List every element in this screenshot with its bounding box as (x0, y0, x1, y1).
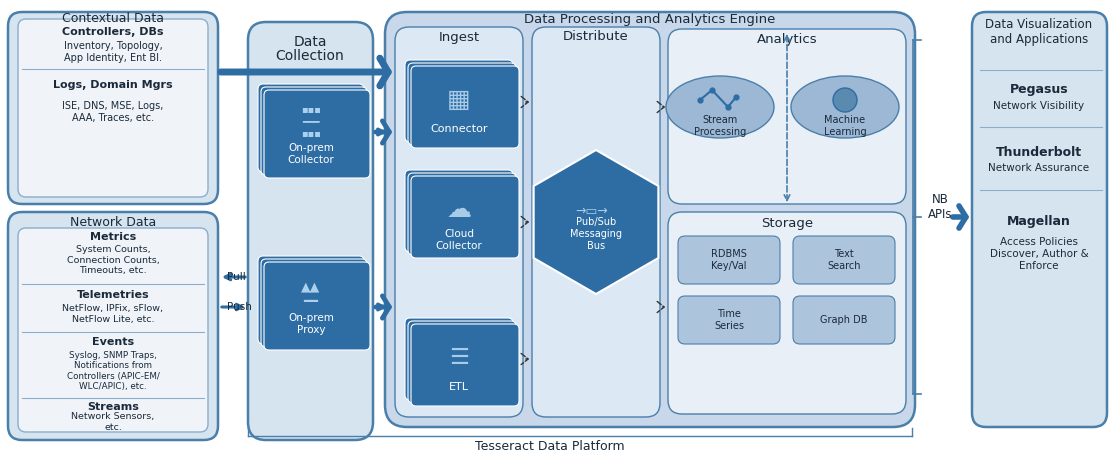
Text: Magellan: Magellan (1007, 215, 1070, 229)
Ellipse shape (666, 76, 774, 138)
Text: Contextual Data: Contextual Data (62, 12, 164, 25)
Circle shape (833, 88, 857, 112)
Text: Analytics: Analytics (757, 32, 817, 45)
Text: Storage: Storage (760, 218, 813, 231)
Text: RDBMS
Key/Val: RDBMS Key/Val (711, 249, 747, 271)
FancyBboxPatch shape (405, 170, 513, 252)
FancyBboxPatch shape (264, 262, 370, 350)
Text: System Counts,
Connection Counts,
Timeouts, etc.: System Counts, Connection Counts, Timeou… (67, 245, 159, 275)
Text: Machine
Learning: Machine Learning (824, 115, 866, 137)
Text: Network Assurance: Network Assurance (988, 163, 1089, 173)
FancyBboxPatch shape (408, 63, 516, 145)
FancyBboxPatch shape (405, 60, 513, 142)
Text: Syslog, SNMP Traps,
Notifications from
Controllers (APIC-EM/
WLC/APIC), etc.: Syslog, SNMP Traps, Notifications from C… (67, 351, 159, 391)
Ellipse shape (791, 76, 899, 138)
Text: ▪▪▪
━━━
▪▪▪: ▪▪▪ ━━━ ▪▪▪ (301, 104, 321, 138)
Text: Inventory, Topology,
App Identity, Ent BI.: Inventory, Topology, App Identity, Ent B… (64, 41, 163, 63)
FancyBboxPatch shape (264, 90, 370, 178)
Text: →▭→: →▭→ (575, 206, 609, 219)
FancyBboxPatch shape (405, 318, 513, 400)
FancyBboxPatch shape (532, 27, 660, 417)
Text: Access Policies
Discover, Author &
Enforce: Access Policies Discover, Author & Enfor… (990, 237, 1088, 271)
Text: Cloud
Collector: Cloud Collector (436, 229, 483, 251)
FancyBboxPatch shape (411, 66, 518, 148)
Text: ☰: ☰ (449, 348, 469, 368)
Text: NB
APIs: NB APIs (928, 193, 952, 221)
FancyBboxPatch shape (8, 12, 219, 204)
Text: Network Data: Network Data (70, 215, 156, 229)
Text: ISE, DNS, MSE, Logs,
AAA, Traces, etc.: ISE, DNS, MSE, Logs, AAA, Traces, etc. (62, 101, 164, 123)
Text: Events: Events (91, 337, 134, 347)
Text: Data: Data (293, 35, 327, 49)
FancyBboxPatch shape (668, 29, 906, 204)
Text: Ingest: Ingest (438, 30, 479, 43)
FancyBboxPatch shape (18, 228, 209, 432)
Text: ☁: ☁ (446, 198, 472, 222)
Text: Controllers, DBs: Controllers, DBs (62, 27, 164, 37)
Text: Distribute: Distribute (563, 30, 629, 43)
Text: Thunderbolt: Thunderbolt (996, 146, 1082, 158)
FancyBboxPatch shape (395, 27, 523, 417)
Text: Streams: Streams (87, 402, 139, 412)
Text: Logs, Domain Mgrs: Logs, Domain Mgrs (54, 80, 173, 90)
Text: ETL: ETL (449, 382, 469, 392)
Text: Push: Push (227, 302, 252, 312)
Text: Telemetries: Telemetries (77, 290, 149, 300)
Text: Stream
Processing: Stream Processing (694, 115, 746, 137)
FancyBboxPatch shape (793, 296, 895, 344)
FancyBboxPatch shape (678, 296, 780, 344)
FancyBboxPatch shape (678, 236, 780, 284)
Text: Pull: Pull (227, 272, 245, 282)
FancyBboxPatch shape (258, 256, 363, 344)
FancyBboxPatch shape (668, 212, 906, 414)
Text: On-prem
Collector: On-prem Collector (288, 143, 334, 165)
Text: Graph DB: Graph DB (821, 315, 867, 325)
Text: Pub/Sub
Messaging
Bus: Pub/Sub Messaging Bus (570, 218, 622, 250)
Text: Network Sensors,
etc.: Network Sensors, etc. (71, 412, 155, 432)
Text: Tesseract Data Platform: Tesseract Data Platform (475, 440, 624, 454)
Text: Data Visualization
and Applications: Data Visualization and Applications (986, 18, 1093, 46)
Text: Metrics: Metrics (90, 232, 136, 242)
FancyBboxPatch shape (258, 84, 363, 172)
Text: Collection: Collection (275, 49, 345, 63)
FancyBboxPatch shape (408, 173, 516, 255)
FancyBboxPatch shape (18, 19, 209, 197)
Text: Time
Series: Time Series (714, 309, 744, 331)
FancyBboxPatch shape (972, 12, 1107, 427)
Text: On-prem
Proxy: On-prem Proxy (288, 313, 333, 335)
FancyBboxPatch shape (793, 236, 895, 284)
Text: Network Visibility: Network Visibility (993, 101, 1085, 111)
FancyBboxPatch shape (261, 259, 367, 347)
Text: ▲▲
━━: ▲▲ ━━ (301, 280, 321, 308)
FancyBboxPatch shape (385, 12, 915, 427)
FancyBboxPatch shape (8, 212, 219, 440)
Text: Connector: Connector (430, 124, 487, 134)
Text: NetFlow, IPFix, sFlow,
NetFlow Lite, etc.: NetFlow, IPFix, sFlow, NetFlow Lite, etc… (62, 304, 164, 324)
FancyBboxPatch shape (261, 87, 367, 175)
FancyBboxPatch shape (411, 176, 518, 258)
Text: Pegasus: Pegasus (1010, 84, 1068, 97)
Text: ▦: ▦ (447, 88, 471, 112)
Text: Text
Search: Text Search (827, 249, 861, 271)
FancyBboxPatch shape (248, 22, 374, 440)
FancyBboxPatch shape (411, 324, 518, 406)
Text: Data Processing and Analytics Engine: Data Processing and Analytics Engine (524, 12, 776, 25)
FancyBboxPatch shape (408, 321, 516, 403)
